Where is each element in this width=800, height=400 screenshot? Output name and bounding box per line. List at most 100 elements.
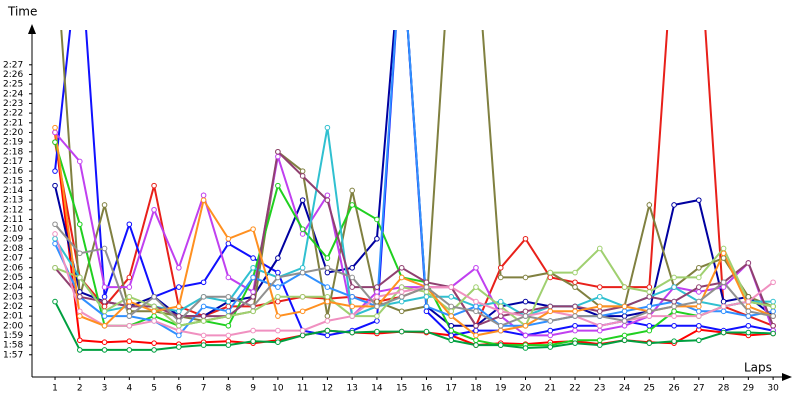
point xyxy=(324,255,331,261)
point xyxy=(473,332,479,339)
point xyxy=(250,338,256,345)
y-tick-label: 2:13 xyxy=(3,196,23,206)
point xyxy=(76,337,83,344)
point xyxy=(522,332,529,339)
point xyxy=(324,293,331,300)
point xyxy=(52,221,58,228)
point xyxy=(176,344,182,350)
point xyxy=(76,293,83,300)
point xyxy=(76,313,83,319)
point xyxy=(473,298,479,305)
point xyxy=(52,182,58,189)
point xyxy=(250,255,256,261)
point xyxy=(671,308,677,315)
point xyxy=(522,298,529,305)
point xyxy=(646,313,653,319)
point xyxy=(646,327,653,334)
point xyxy=(423,293,430,300)
point xyxy=(126,284,133,290)
point xyxy=(621,284,628,290)
point xyxy=(621,337,628,344)
point xyxy=(671,284,677,290)
point xyxy=(696,308,702,315)
point xyxy=(696,197,702,203)
x-tick-label: 15 xyxy=(396,384,407,394)
point xyxy=(398,284,405,290)
point xyxy=(101,313,108,319)
point xyxy=(151,313,157,319)
point xyxy=(250,289,256,295)
y-tick-label: 1:58 xyxy=(3,341,23,351)
point xyxy=(720,329,727,336)
y-tick-label: 2:08 xyxy=(3,244,23,254)
point xyxy=(76,308,83,315)
point xyxy=(572,327,578,334)
point xyxy=(275,182,281,189)
point xyxy=(374,298,380,305)
point xyxy=(497,308,504,315)
point xyxy=(324,332,331,339)
point xyxy=(275,284,281,290)
point xyxy=(473,264,479,271)
y-tick-label: 2:26 xyxy=(3,70,23,80)
series-line xyxy=(54,30,774,337)
point xyxy=(374,293,380,300)
x-tick-label: 12 xyxy=(322,384,333,394)
point xyxy=(126,338,133,345)
x-tick-label: 9 xyxy=(250,384,256,394)
point xyxy=(448,308,455,315)
point xyxy=(225,332,232,339)
point xyxy=(126,293,133,300)
x-tick-label: 30 xyxy=(767,384,779,394)
point xyxy=(374,289,380,295)
point xyxy=(225,322,232,329)
point xyxy=(448,322,455,329)
point xyxy=(473,322,479,329)
point xyxy=(275,327,281,334)
point xyxy=(52,240,58,247)
point xyxy=(299,231,306,237)
point xyxy=(671,338,677,345)
x-tick-label: 27 xyxy=(693,384,704,394)
point xyxy=(324,313,331,319)
point xyxy=(349,274,355,281)
point xyxy=(324,264,331,271)
point xyxy=(225,293,232,300)
point xyxy=(101,347,108,353)
point xyxy=(720,298,727,305)
point xyxy=(349,303,355,310)
point xyxy=(473,337,479,344)
point xyxy=(299,327,306,334)
x-tick-label: 24 xyxy=(619,384,631,394)
point xyxy=(349,187,355,194)
point xyxy=(200,318,207,324)
point xyxy=(646,202,653,208)
x-tick-label: 2 xyxy=(77,384,83,394)
x-tick-label: 7 xyxy=(201,384,207,394)
point xyxy=(696,337,702,344)
y-tick-label: 2:18 xyxy=(3,147,23,157)
point xyxy=(275,313,281,319)
point xyxy=(720,245,727,252)
point xyxy=(52,264,58,271)
point xyxy=(696,298,702,305)
point xyxy=(696,289,702,295)
point xyxy=(250,303,256,310)
point xyxy=(398,289,405,295)
point xyxy=(374,235,380,242)
point xyxy=(126,308,133,315)
point xyxy=(770,303,776,310)
y-tick-label: 2:09 xyxy=(3,234,23,244)
series-line xyxy=(54,301,774,351)
point xyxy=(671,303,677,310)
point xyxy=(176,327,182,334)
point xyxy=(671,298,677,305)
point xyxy=(151,303,157,310)
x-tick-label: 11 xyxy=(297,384,308,394)
point xyxy=(745,308,752,315)
point xyxy=(299,269,306,276)
x-tick-label: 8 xyxy=(225,384,231,394)
point xyxy=(423,279,430,286)
point xyxy=(671,274,677,281)
